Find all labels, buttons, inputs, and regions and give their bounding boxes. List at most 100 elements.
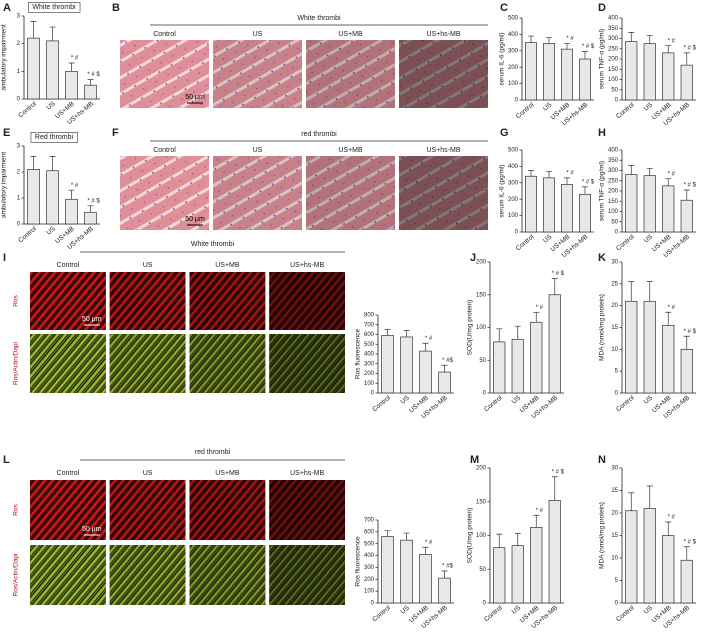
- error-bar: [422, 546, 429, 555]
- y-tick-label: 800: [364, 313, 375, 319]
- y-axis-label: serum IL-6 (pg/ml): [499, 164, 506, 217]
- y-tick-label: 1: [17, 69, 21, 75]
- error-bar: [514, 533, 521, 546]
- micrograph-texture: [306, 40, 395, 108]
- error-bar: [646, 281, 653, 302]
- y-tick-label: 2: [17, 170, 21, 176]
- y-tick-label: 100: [364, 381, 375, 387]
- bar: [438, 577, 451, 604]
- error-bar: [683, 335, 690, 350]
- column-label: Control: [57, 470, 80, 477]
- bar: [643, 175, 656, 233]
- micrograph-texture: [213, 156, 302, 230]
- y-axis-label: ambulatory impairment: [1, 24, 8, 90]
- x-tick-label: US: [45, 100, 57, 112]
- y-tick-label: 0: [371, 601, 375, 607]
- micrograph-texture: [269, 480, 345, 540]
- y-tick-label: 500: [364, 541, 375, 547]
- bar: [625, 510, 638, 604]
- y-tick-label: 500: [508, 16, 519, 22]
- column-label: US+MB: [338, 147, 363, 154]
- significance-label: * #: [566, 170, 574, 176]
- bar: [680, 64, 693, 101]
- micrograph-texture: [269, 272, 345, 330]
- y-tick-label: 100: [608, 77, 619, 83]
- x-tick-label: US: [643, 604, 655, 616]
- y-tick-label: 20: [611, 303, 618, 309]
- y-tick-label: 200: [508, 197, 519, 203]
- error-bar: [582, 51, 588, 59]
- bar: [680, 559, 693, 604]
- y-tick-label: 600: [364, 332, 375, 338]
- y-tick-label: 100: [476, 533, 487, 539]
- error-bar: [533, 514, 540, 528]
- bar: [625, 174, 638, 233]
- y-axis-label: serum IL-6 (pg/ml): [499, 32, 506, 85]
- error-bar: [496, 533, 503, 548]
- y-tick-label: 600: [364, 529, 375, 535]
- y-tick-label: 25: [611, 488, 618, 494]
- error-bar: [551, 278, 558, 295]
- y-tick-label: 15: [611, 325, 618, 331]
- panel-letter: I: [3, 252, 6, 264]
- panel-letter: C: [500, 2, 508, 14]
- y-tick-label: 2: [17, 41, 21, 47]
- micrograph-texture: [213, 40, 302, 108]
- x-tick-label: US: [399, 394, 411, 406]
- micrograph-texture: [109, 480, 186, 540]
- column-label: US: [253, 31, 263, 38]
- bar: [561, 48, 573, 101]
- error-bar: [528, 35, 534, 43]
- error-bar: [551, 476, 558, 501]
- significance-label: * # $: [582, 44, 595, 50]
- y-tick-label: 25: [611, 281, 618, 287]
- scale-bar-label: 50 μm: [185, 94, 205, 101]
- x-tick-label: Control: [515, 233, 536, 252]
- bar: [530, 321, 543, 394]
- error-bar: [646, 168, 653, 176]
- column-label: US+hs-MB: [426, 31, 460, 38]
- panel-letter: N: [598, 454, 606, 466]
- significance-label: * # $: [552, 469, 565, 475]
- bar: [643, 300, 656, 394]
- x-tick-label: US: [511, 604, 523, 616]
- error-bar: [533, 312, 540, 323]
- x-tick-label: US: [643, 233, 655, 245]
- micrograph-texture: [30, 334, 106, 393]
- bar: [27, 169, 40, 225]
- error-bar: [683, 189, 690, 201]
- bar: [381, 335, 394, 394]
- panel-letter: D: [598, 2, 606, 14]
- y-tick-label: 400: [364, 553, 375, 559]
- chart-title: White thrombi: [32, 4, 76, 11]
- y-tick-label: 100: [364, 589, 375, 595]
- error-bar: [441, 364, 448, 373]
- error-bar: [665, 521, 672, 536]
- y-tick-label: 0: [17, 222, 21, 228]
- y-tick-label: 0: [615, 391, 619, 397]
- panel-letter: B: [112, 2, 120, 14]
- micrograph-texture: [399, 156, 488, 230]
- y-tick-label: 400: [508, 164, 519, 170]
- row-label: Ros: [13, 503, 20, 515]
- significance-label: * # $: [684, 539, 697, 545]
- panel-letter: K: [598, 252, 606, 264]
- bar: [543, 177, 555, 233]
- significance-label: * # $: [684, 329, 697, 335]
- y-tick-label: 30: [611, 260, 618, 266]
- y-tick-label: 100: [508, 81, 519, 87]
- error-bar: [564, 177, 570, 185]
- significance-label: * #: [668, 515, 676, 521]
- y-tick-label: 10: [611, 347, 618, 353]
- y-tick-label: 500: [508, 148, 519, 154]
- column-label: US+MB: [338, 31, 363, 38]
- error-bar: [683, 52, 690, 66]
- bar: [543, 43, 555, 101]
- y-tick-label: 300: [364, 565, 375, 571]
- y-tick-label: 400: [364, 352, 375, 358]
- y-tick-label: 150: [608, 199, 619, 205]
- y-tick-label: 0: [515, 230, 519, 236]
- bar: [625, 300, 638, 394]
- significance-label: * # $: [87, 198, 100, 204]
- error-bar: [403, 330, 410, 337]
